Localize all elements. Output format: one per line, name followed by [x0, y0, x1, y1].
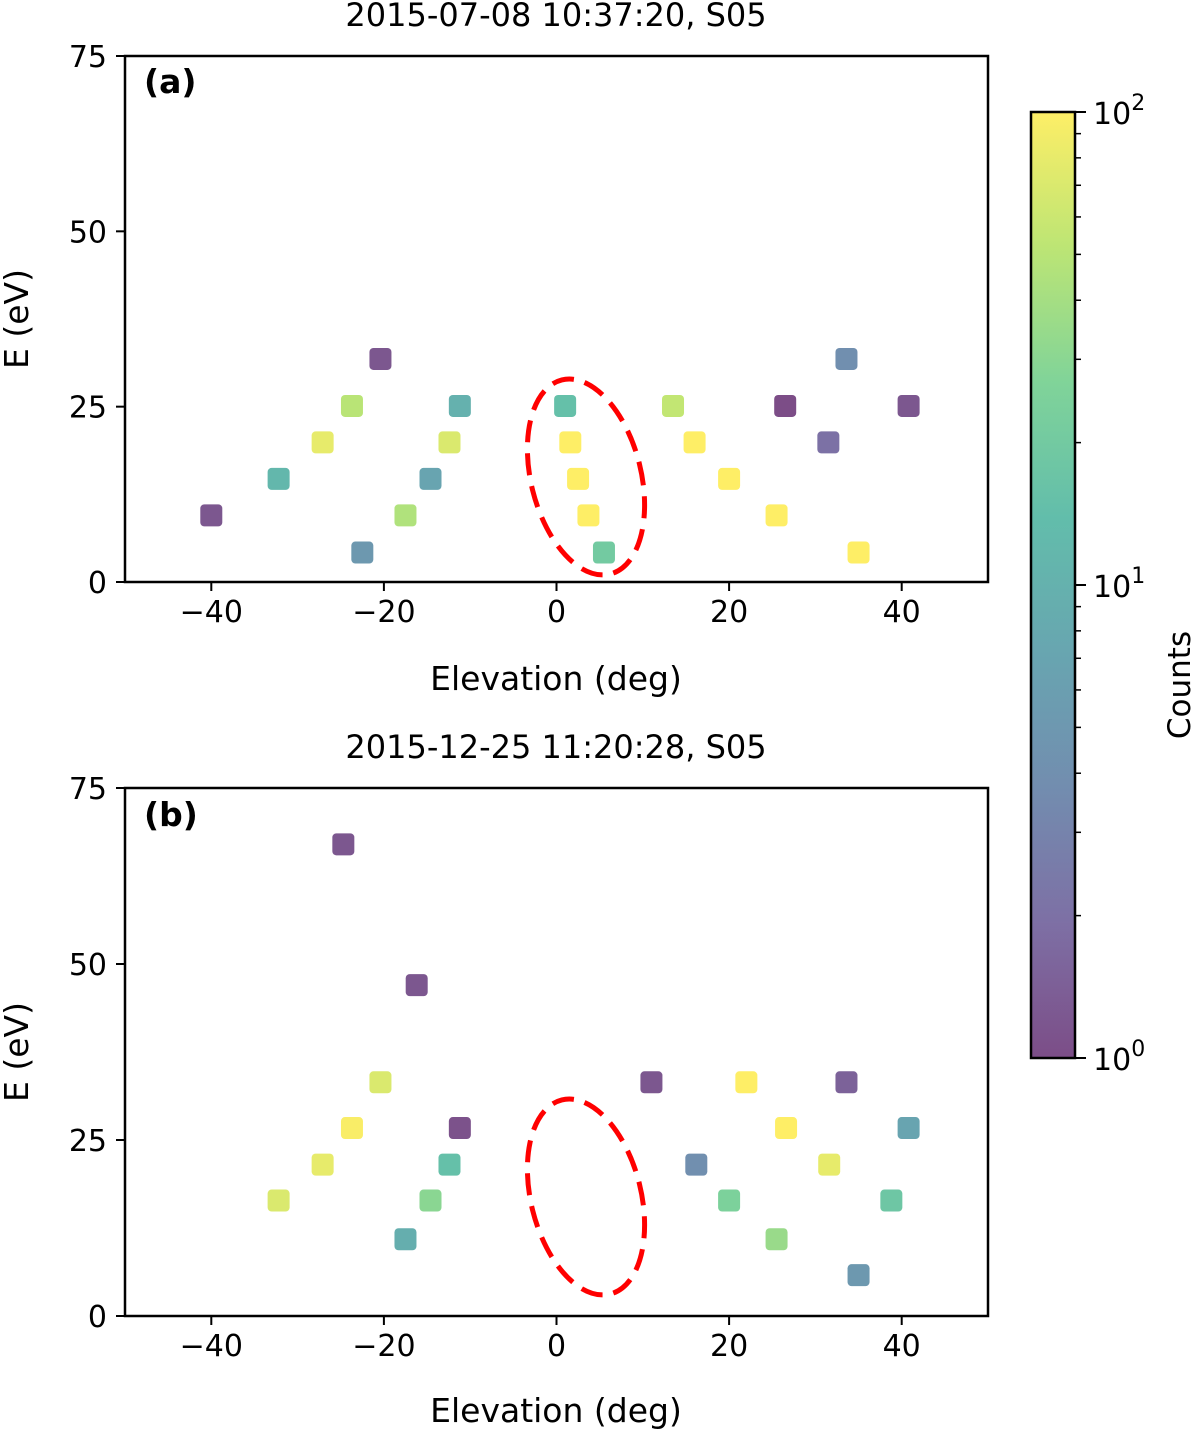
data-point: [369, 347, 392, 370]
panel-b-label: (b): [144, 795, 198, 834]
data-point: [332, 833, 355, 856]
panel-a-y-axis: 0 25 50 75: [69, 40, 125, 601]
colorbar-label: Counts: [1162, 631, 1198, 739]
data-point: [200, 504, 223, 527]
panel-a-title: 2015-07-08 10:37:20, S05: [345, 0, 766, 34]
panel-b-x-axis: −40 −20 0 20 40: [180, 1316, 921, 1364]
x-tick-label: −20: [352, 1329, 415, 1364]
panel-a-label: (a): [144, 62, 196, 101]
data-point: [817, 431, 840, 454]
colorbar-tick-label: 102: [1093, 91, 1145, 132]
data-point: [267, 467, 290, 490]
data-point: [592, 541, 615, 564]
x-tick-label: −40: [180, 595, 243, 630]
colorbar-tick-label: 100: [1093, 1037, 1145, 1078]
panel-a-highlight-ellipse: [524, 376, 648, 578]
data-point: [880, 1189, 903, 1212]
data-point: [267, 1189, 290, 1212]
panel-b-title: 2015-12-25 11:20:28, S05: [345, 728, 766, 766]
panel-b: 2015-12-25 11:20:28, S05 −40 −20 0 20 40 0 25…: [0, 728, 990, 1430]
data-point: [847, 541, 870, 564]
colorbar-ticks: 100 101 102: [1075, 91, 1145, 1078]
data-point: [735, 1071, 758, 1094]
data-point: [369, 1071, 392, 1094]
y-tick-label: 0: [88, 566, 107, 601]
data-point: [419, 467, 442, 490]
data-point: [718, 467, 741, 490]
y-tick-label: 25: [69, 391, 107, 426]
panel-a-xlabel: Elevation (deg): [430, 659, 682, 698]
data-point: [765, 1228, 788, 1251]
data-point: [340, 1117, 363, 1140]
x-tick-label: 40: [883, 1329, 921, 1364]
data-point: [847, 1264, 870, 1287]
data-point: [340, 394, 363, 417]
data-point: [438, 1153, 461, 1176]
panel-a-frame: [123, 54, 990, 584]
data-point: [438, 431, 461, 454]
panel-b-xlabel: Elevation (deg): [430, 1391, 682, 1430]
y-tick-label: 75: [69, 772, 107, 807]
data-point: [311, 431, 334, 454]
panel-b-y-axis: 0 25 50 75: [69, 772, 125, 1335]
x-tick-label: 20: [710, 595, 748, 630]
data-point: [662, 394, 685, 417]
data-point: [567, 467, 590, 490]
panel-b-ylabel: E (eV): [0, 1002, 36, 1102]
data-point: [448, 394, 471, 417]
panel-b-highlight-ellipse: [524, 1096, 648, 1298]
data-point: [448, 1117, 471, 1140]
data-point: [351, 541, 374, 564]
data-point: [775, 1117, 798, 1140]
data-point: [419, 1189, 442, 1212]
panel-a-points: [200, 347, 920, 564]
data-point: [640, 1071, 663, 1094]
panel-a-x-axis: −40 −20 0 20 40: [180, 582, 921, 630]
data-point: [394, 504, 417, 527]
data-point: [835, 1071, 858, 1094]
panel-a: 2015-07-08 10:37:20, S05 −40 −20 0 20 40 0 25…: [0, 0, 990, 698]
x-tick-label: 0: [547, 1329, 566, 1364]
colorbar: 100 101 102 Counts: [1029, 91, 1198, 1078]
data-point: [311, 1153, 334, 1176]
x-tick-label: 20: [710, 1329, 748, 1364]
data-point: [394, 1228, 417, 1251]
data-point: [774, 394, 797, 417]
y-tick-label: 50: [69, 215, 107, 250]
x-tick-label: 0: [547, 595, 566, 630]
x-tick-label: 40: [883, 595, 921, 630]
y-tick-label: 25: [69, 1124, 107, 1159]
data-point: [577, 504, 600, 527]
panel-a-ylabel: E (eV): [0, 269, 36, 369]
data-point: [683, 431, 706, 454]
x-tick-label: −40: [180, 1329, 243, 1364]
colorbar-tick-label: 101: [1093, 564, 1145, 605]
data-point: [897, 394, 920, 417]
data-point: [897, 1117, 920, 1140]
y-tick-label: 50: [69, 948, 107, 983]
y-tick-label: 75: [69, 40, 107, 75]
data-point: [685, 1153, 708, 1176]
data-point: [718, 1189, 741, 1212]
data-point: [554, 394, 577, 417]
data-point: [559, 431, 582, 454]
y-tick-label: 0: [88, 1300, 107, 1335]
data-point: [818, 1153, 841, 1176]
data-point: [835, 347, 858, 370]
data-point: [405, 974, 428, 997]
data-point: [765, 504, 788, 527]
x-tick-label: −20: [352, 595, 415, 630]
colorbar-gradient: [1031, 112, 1075, 1058]
panel-b-frame: [123, 786, 990, 1318]
panel-b-points: [267, 833, 920, 1287]
